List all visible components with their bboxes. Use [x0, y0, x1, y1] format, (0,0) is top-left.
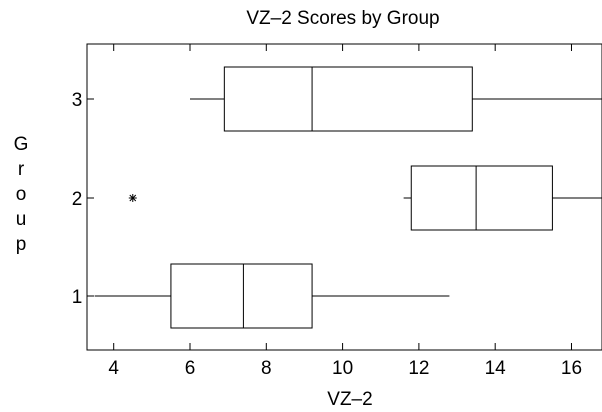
x-tick-label-8: 8 — [261, 358, 272, 379]
x-tick-label-4: 4 — [108, 358, 119, 379]
y-tick-label-3: 3 — [72, 90, 83, 111]
x-axis: 4 6 8 10 12 14 16 — [108, 44, 582, 379]
plot-frame — [86, 43, 602, 351]
box-group-2 — [128, 165, 602, 231]
x-tick-label-12: 12 — [408, 358, 429, 379]
x-tick-label-16: 16 — [561, 358, 582, 379]
x-tick-label-14: 14 — [485, 358, 507, 379]
x-tick-label-6: 6 — [185, 358, 196, 379]
box-group-3 — [190, 66, 602, 132]
outlier-2-0 — [128, 194, 137, 202]
y-tick-label-2: 2 — [72, 189, 83, 210]
chart-title: VZ–2 Scores by Group — [246, 8, 439, 29]
box-1 — [170, 263, 313, 329]
box-group-1 — [94, 263, 450, 329]
x-tick-label-10: 10 — [332, 358, 353, 379]
y-tick-label-1: 1 — [72, 287, 83, 308]
x-axis-label: VZ–2 — [327, 389, 372, 410]
box-2 — [410, 165, 553, 231]
y-axis: 1 2 3 — [72, 90, 94, 308]
box-series — [94, 66, 602, 329]
box-3 — [223, 66, 473, 132]
